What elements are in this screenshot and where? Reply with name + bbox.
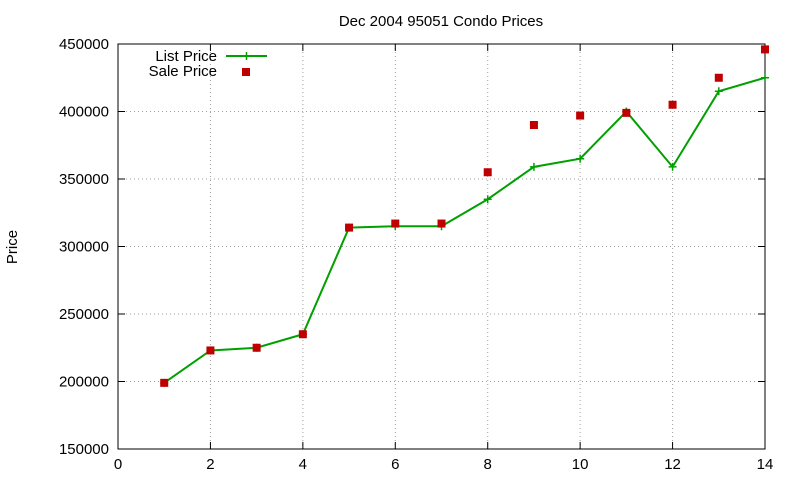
plot-frame — [117, 43, 766, 450]
sale-price-point — [761, 45, 769, 54]
sale-price-point — [714, 73, 723, 82]
y-tick-label: 350000 — [59, 171, 109, 188]
y-tick-label: 450000 — [59, 36, 109, 53]
sale-price-point — [252, 343, 261, 352]
sale-price-point — [576, 111, 585, 120]
y-tick-label: 150000 — [59, 441, 109, 458]
sale-price-point — [160, 378, 169, 387]
x-tick-label: 4 — [299, 456, 307, 473]
chart-title: Dec 2004 95051 Condo Prices — [339, 13, 543, 30]
y-tick-label: 200000 — [59, 374, 109, 391]
sale-price-point — [483, 168, 492, 177]
sale-price-point — [437, 219, 446, 228]
grid-layer — [118, 44, 765, 449]
sale-price-point — [206, 346, 215, 355]
y-tick-label: 250000 — [59, 306, 109, 323]
y-tick-label: 300000 — [59, 239, 109, 256]
list-price-point — [668, 162, 677, 171]
plot-border — [117, 43, 766, 450]
x-tick-label: 6 — [391, 456, 399, 473]
x-tick-label: 10 — [572, 456, 589, 473]
sale-price-point — [668, 100, 677, 109]
legend-swatch-square — [242, 68, 250, 76]
legend-label-sale-price: Sale Price — [149, 63, 217, 80]
x-tick-label: 14 — [757, 456, 774, 473]
x-tick-label: 2 — [206, 456, 214, 473]
list-price-point — [714, 87, 723, 96]
x-tick-label: 8 — [484, 456, 492, 473]
sale-price-point — [529, 121, 538, 129]
legend-entry-sale-price: Sale Price — [149, 63, 250, 80]
series-layer — [160, 45, 769, 387]
sale-price-point — [298, 330, 307, 339]
legend-label-list-price: List Price — [155, 48, 217, 65]
sale-price-point — [622, 108, 631, 117]
list-price-point — [483, 195, 492, 204]
legend-entry-list-price: List Price — [155, 48, 267, 65]
list-price-point — [761, 73, 769, 82]
sale-price-point — [391, 219, 400, 228]
list-price-point — [576, 154, 585, 163]
list-price-line — [163, 76, 766, 384]
x-tick-label: 0 — [114, 456, 122, 473]
list-price-point — [529, 162, 538, 171]
x-tick-label: 12 — [664, 456, 681, 473]
axis-ticks: 0 2 4 6 8 10 12 14 150000 200000 250000 300000 35000… — [59, 36, 773, 473]
y-tick-label: 400000 — [59, 104, 109, 121]
sale-price-point — [345, 223, 354, 232]
y-axis-label: Price — [4, 230, 21, 264]
